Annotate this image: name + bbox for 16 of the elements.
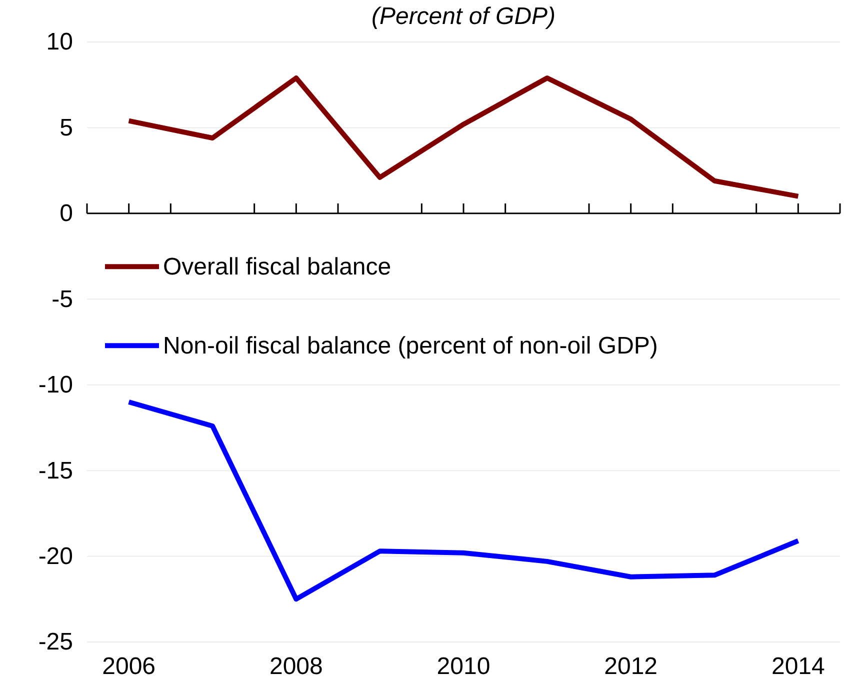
x-tick-label: 2006 <box>102 653 156 680</box>
legend-label: Overall fiscal balance <box>163 254 392 281</box>
x-tick-label: 2014 <box>771 653 825 680</box>
y-tick-label: 5 <box>60 114 73 142</box>
legend-label: Non-oil fiscal balance (percent of non-oil GDP) <box>163 332 658 360</box>
y-tick-label: -15 <box>38 457 73 484</box>
y-tick-label: 10 <box>46 28 73 56</box>
y-tick-label: -20 <box>38 542 73 570</box>
x-tick-label: 2008 <box>269 653 323 680</box>
y-tick-label: -25 <box>38 628 73 656</box>
y-tick-label: -10 <box>38 372 73 399</box>
y-tick-label: 0 <box>60 200 73 228</box>
x-tick-label: 2012 <box>604 653 658 680</box>
chart-subtitle: (Percent of GDP) <box>371 3 556 30</box>
x-tick-label: 2010 <box>436 653 490 680</box>
y-tick-label: -5 <box>52 286 73 313</box>
